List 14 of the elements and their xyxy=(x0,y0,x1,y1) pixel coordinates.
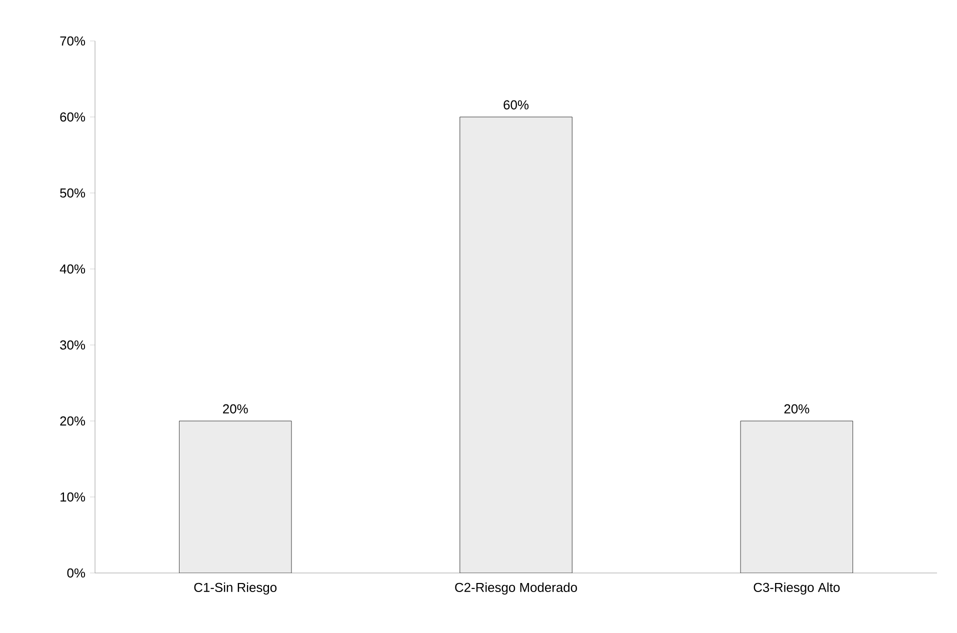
x-tick-label: C3-Riesgo Alto xyxy=(754,582,840,595)
y-tick-label: 60% xyxy=(60,112,86,122)
y-tick-label: 10% xyxy=(60,492,86,502)
y-tick-label: 30% xyxy=(60,340,86,350)
y-tick-label: 20% xyxy=(60,416,86,426)
data-label: 60% xyxy=(504,100,529,110)
data-label: 20% xyxy=(223,404,248,414)
y-tick-label: 50% xyxy=(60,188,86,198)
x-tick-label: C2-Riesgo Moderado xyxy=(455,582,577,595)
y-tick-label: 40% xyxy=(60,264,86,274)
data-label: 20% xyxy=(784,404,810,414)
y-tick-label: 70% xyxy=(60,36,86,46)
y-tick-label: 0% xyxy=(67,568,86,578)
x-tick-label: C1-Sin Riesgo xyxy=(194,582,277,595)
